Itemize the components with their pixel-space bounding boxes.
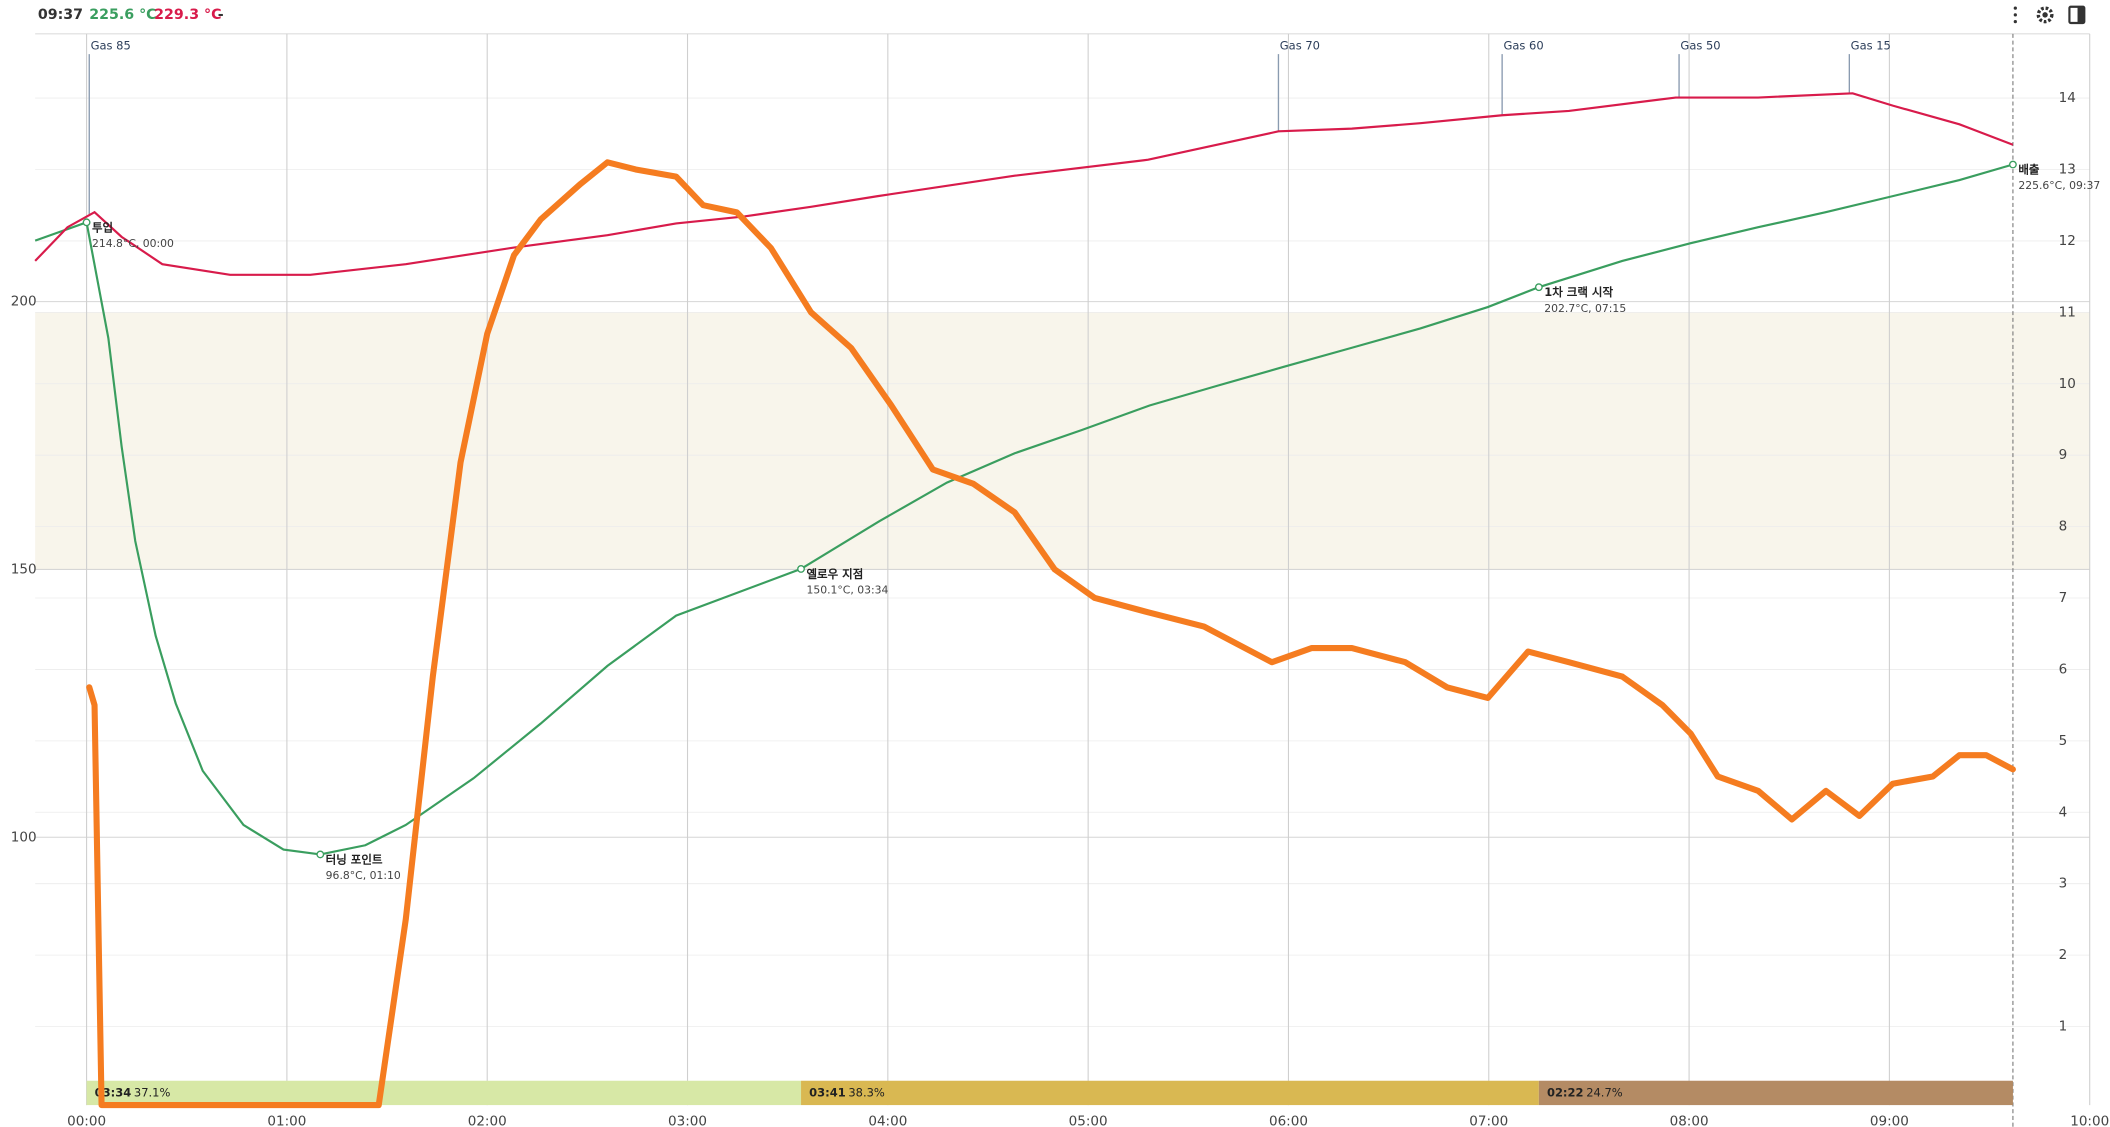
header-time: 09:37 — [38, 7, 83, 23]
annotation-detail: 214.8°C, 00:00 — [92, 237, 174, 250]
annotation-label: 투입 — [92, 220, 113, 234]
annotation-detail: 202.7°C, 07:15 — [1544, 302, 1626, 315]
x-tick-label: 08:00 — [1670, 1113, 1709, 1127]
series-line — [34, 92, 2014, 276]
series-line — [34, 163, 2014, 856]
series-line — [86, 159, 2016, 1109]
x-tick-label: 05:00 — [1069, 1113, 1108, 1127]
annotation-marker — [2009, 160, 2017, 169]
phase-duration: 03:41 — [809, 1085, 846, 1099]
annotation-detail: 150.1°C, 03:34 — [806, 584, 888, 597]
event-label: Gas 85 — [91, 38, 131, 52]
x-tick-label: 06:00 — [1269, 1113, 1308, 1127]
x-tick-label: 00:00 — [67, 1113, 106, 1127]
x-tick-label: 07:00 — [1469, 1113, 1508, 1127]
phase-bar — [1538, 1080, 2013, 1106]
y2-tick-label: 6 — [2059, 661, 2068, 677]
settings-icon[interactable] — [2036, 6, 2054, 24]
event-label: Gas 60 — [1503, 38, 1543, 52]
annotation-marker — [797, 564, 805, 573]
y2-tick-label: 13 — [2059, 162, 2076, 178]
annotation-detail: 96.8°C, 01:10 — [326, 869, 401, 882]
header-bean-temp: 225.6 °C — [89, 7, 156, 23]
annotation-marker — [82, 218, 91, 227]
y2-tick-label: 11 — [2059, 304, 2076, 320]
y2-tick-label: 8 — [2059, 519, 2068, 535]
y2-tick-label: 10 — [2059, 376, 2076, 392]
annotation-marker — [316, 850, 325, 859]
roast-zone-band — [35, 312, 2090, 570]
x-tick-label: 02:00 — [468, 1113, 507, 1127]
y-tick-label: 100 — [11, 829, 37, 845]
y2-tick-label: 14 — [2059, 90, 2076, 106]
annotation-marker — [1534, 283, 1543, 292]
y-tick-label: 150 — [11, 561, 37, 577]
y2-tick-label: 12 — [2059, 233, 2076, 249]
y2-tick-label: 7 — [2059, 590, 2068, 606]
y2-tick-label: 9 — [2059, 447, 2068, 463]
panel-icon[interactable] — [2068, 5, 2086, 25]
phase-duration: 02:22 — [1547, 1085, 1584, 1099]
y-tick-label: 200 — [11, 294, 37, 310]
annotation-label: 터닝 포인트 — [326, 852, 383, 866]
header-env-temp: 229.3 °C — [154, 7, 221, 23]
annotation-label: 배출 — [2018, 162, 2040, 176]
event-label: Gas 15 — [1851, 38, 1891, 52]
y2-tick-label: 5 — [2059, 733, 2068, 749]
phase-percent: 37.1% — [134, 1085, 171, 1099]
phase-percent: 24.7% — [1586, 1085, 1623, 1099]
menu-icon[interactable] — [2013, 6, 2017, 24]
y2-tick-label: 3 — [2059, 876, 2068, 892]
annotation-detail: 225.6°C, 09:37 — [2018, 179, 2100, 192]
event-label: Gas 70 — [1280, 38, 1320, 52]
phase-bar — [86, 1080, 802, 1106]
x-tick-label: 09:00 — [1870, 1113, 1909, 1127]
y2-tick-label: 4 — [2059, 804, 2068, 820]
header-ror: - — [218, 7, 224, 23]
phase-bar — [801, 1080, 1539, 1106]
x-tick-label: 03:00 — [668, 1113, 707, 1127]
y2-tick-label: 2 — [2059, 947, 2068, 963]
x-tick-label: 04:00 — [868, 1113, 907, 1127]
annotation-label: 옐로우 지점 — [806, 567, 863, 581]
x-tick-label: 01:00 — [267, 1113, 306, 1127]
phase-percent: 38.3% — [848, 1085, 885, 1099]
x-tick-label: 10:00 — [2070, 1113, 2109, 1127]
event-label: Gas 50 — [1680, 38, 1720, 52]
annotation-label: 1차 크랙 시작 — [1544, 285, 1613, 299]
y2-tick-label: 1 — [2059, 1019, 2068, 1035]
